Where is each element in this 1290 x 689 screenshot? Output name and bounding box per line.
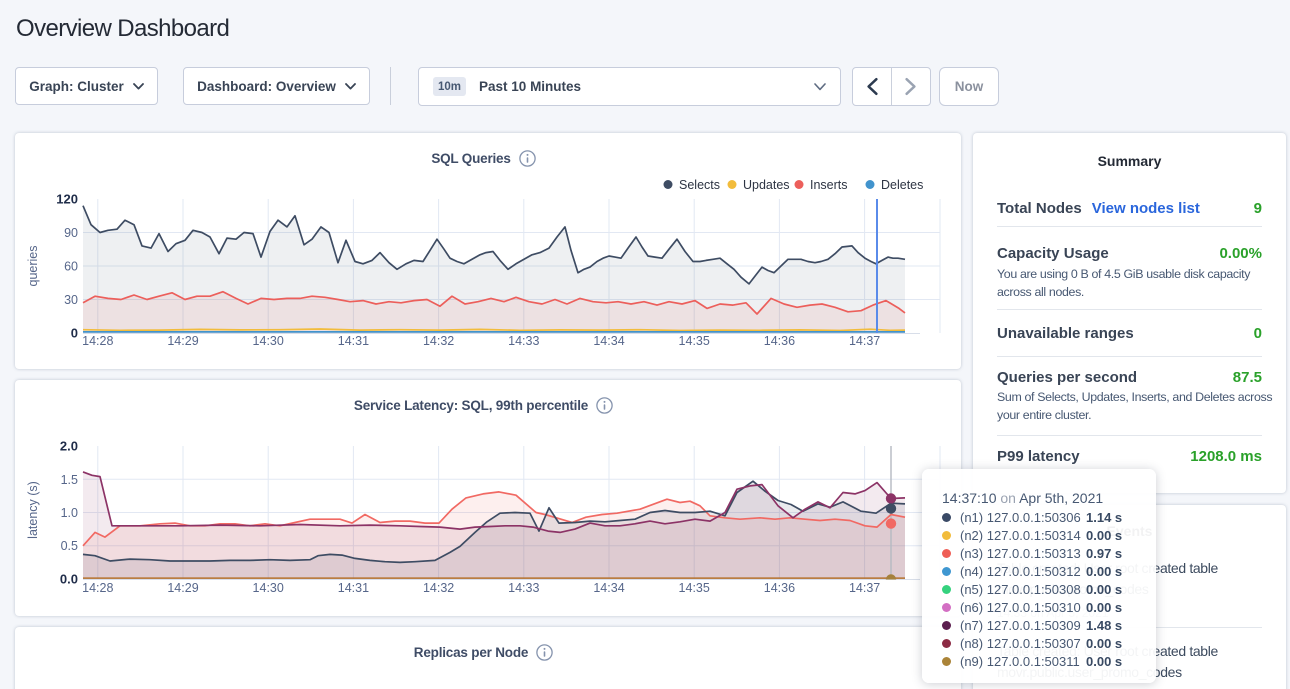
- svg-text:Deletes: Deletes: [881, 178, 923, 192]
- svg-text:0: 0: [71, 326, 78, 341]
- svg-text:14:32: 14:32: [423, 334, 454, 348]
- svg-text:14:30: 14:30: [253, 334, 284, 348]
- svg-text:14:28: 14:28: [82, 581, 113, 595]
- svg-text:14:28: 14:28: [82, 334, 113, 348]
- svg-text:14:36: 14:36: [764, 581, 795, 595]
- svg-text:14:35: 14:35: [679, 581, 710, 595]
- svg-text:latency (s): latency (s): [26, 481, 40, 539]
- svg-text:14:30: 14:30: [253, 581, 284, 595]
- svg-text:0.5: 0.5: [61, 539, 78, 553]
- svg-text:queries: queries: [26, 246, 40, 287]
- svg-text:1.5: 1.5: [61, 473, 78, 487]
- svg-text:120: 120: [56, 192, 78, 207]
- svg-text:14:29: 14:29: [167, 334, 198, 348]
- svg-text:Selects: Selects: [679, 178, 720, 192]
- svg-text:30: 30: [64, 293, 78, 307]
- svg-text:1.0: 1.0: [61, 506, 78, 520]
- svg-text:14:32: 14:32: [423, 581, 454, 595]
- svg-text:2.0: 2.0: [60, 439, 78, 454]
- svg-text:14:34: 14:34: [593, 581, 624, 595]
- svg-text:14:35: 14:35: [679, 334, 710, 348]
- svg-text:Updates: Updates: [743, 178, 790, 192]
- svg-text:14:31: 14:31: [338, 334, 369, 348]
- svg-text:0.0: 0.0: [60, 572, 78, 587]
- svg-text:14:33: 14:33: [508, 334, 539, 348]
- svg-text:90: 90: [64, 226, 78, 240]
- svg-text:14:33: 14:33: [508, 581, 539, 595]
- svg-text:14:29: 14:29: [167, 581, 198, 595]
- svg-text:Inserts: Inserts: [810, 178, 848, 192]
- svg-text:14:37: 14:37: [849, 334, 880, 348]
- svg-text:60: 60: [64, 260, 78, 274]
- svg-text:14:36: 14:36: [764, 334, 795, 348]
- svg-text:14:31: 14:31: [338, 581, 369, 595]
- svg-text:14:34: 14:34: [593, 334, 624, 348]
- svg-text:14:37: 14:37: [849, 581, 880, 595]
